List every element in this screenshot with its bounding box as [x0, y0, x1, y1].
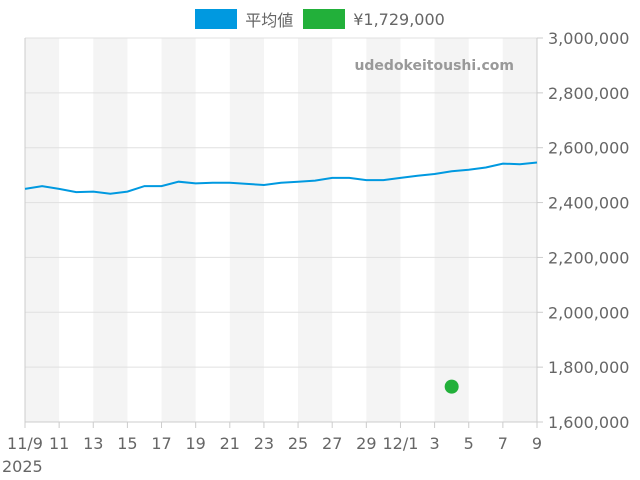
legend-swatch-average	[195, 9, 238, 29]
x-tick-label: 15	[117, 434, 137, 453]
x-tick-label: 3	[430, 434, 440, 453]
legend-label-price: ¥1,729,000	[353, 9, 445, 29]
x-tick-label: 5	[464, 434, 474, 453]
band	[161, 38, 196, 422]
x-tick-label: 25	[288, 434, 308, 453]
legend-item-average[interactable]: 平均値	[195, 7, 293, 31]
y-axis-labels: 3,000,000 2,800,000 2,600,000 2,400,000 2,20…	[548, 29, 629, 432]
band	[366, 38, 401, 422]
y-tick-label: 1,600,000	[548, 413, 629, 432]
x-tick-label: 27	[322, 434, 342, 453]
x-tick-label: 9	[532, 434, 542, 453]
band	[434, 38, 469, 422]
x-tick-label: 21	[220, 434, 240, 453]
y-tick-label: 2,600,000	[548, 139, 629, 158]
y-tick-label: 2,200,000	[548, 248, 629, 267]
average-line	[24, 161, 538, 195]
y-tick-label: 2,000,000	[548, 303, 629, 322]
chart-legend: 平均値 ¥1,729,000	[0, 6, 640, 32]
legend-swatch-price	[303, 9, 346, 29]
watermark: udedokeitoushi.com	[354, 58, 514, 74]
band	[25, 38, 60, 422]
legend-label-average: 平均値	[245, 11, 294, 30]
x-tick-label: 23	[254, 434, 274, 453]
price-points	[444, 379, 459, 394]
y-tick-label: 2,800,000	[548, 84, 629, 103]
x-tick-label: 29	[356, 434, 376, 453]
x-tick-label: 11	[49, 434, 69, 453]
band	[502, 38, 537, 422]
x-tick-label: 19	[185, 434, 205, 453]
band	[298, 38, 333, 422]
x-year-label: 2025	[2, 457, 43, 476]
legend-item-price[interactable]: ¥1,729,000	[303, 9, 445, 29]
y-tick-label: 1,800,000	[548, 358, 629, 377]
x-tick-label: 12/1	[382, 434, 418, 453]
band	[93, 38, 128, 422]
band	[229, 38, 264, 422]
axes	[24, 38, 538, 428]
alternating-bands	[25, 38, 537, 422]
x-axis-labels: 11/9 11 13 15 17 19 21 23 25 27 29 12/1 3 5 7 9 2025	[2, 434, 542, 476]
y-tick-label: 2,400,000	[548, 194, 629, 213]
x-tick-label: 13	[83, 434, 103, 453]
x-tick-label: 11/9	[7, 434, 43, 453]
x-tick-label: 7	[498, 434, 508, 453]
y-tick-label: 3,000,000	[548, 29, 629, 48]
price-point[interactable]	[444, 379, 459, 394]
x-tick-label: 17	[151, 434, 171, 453]
